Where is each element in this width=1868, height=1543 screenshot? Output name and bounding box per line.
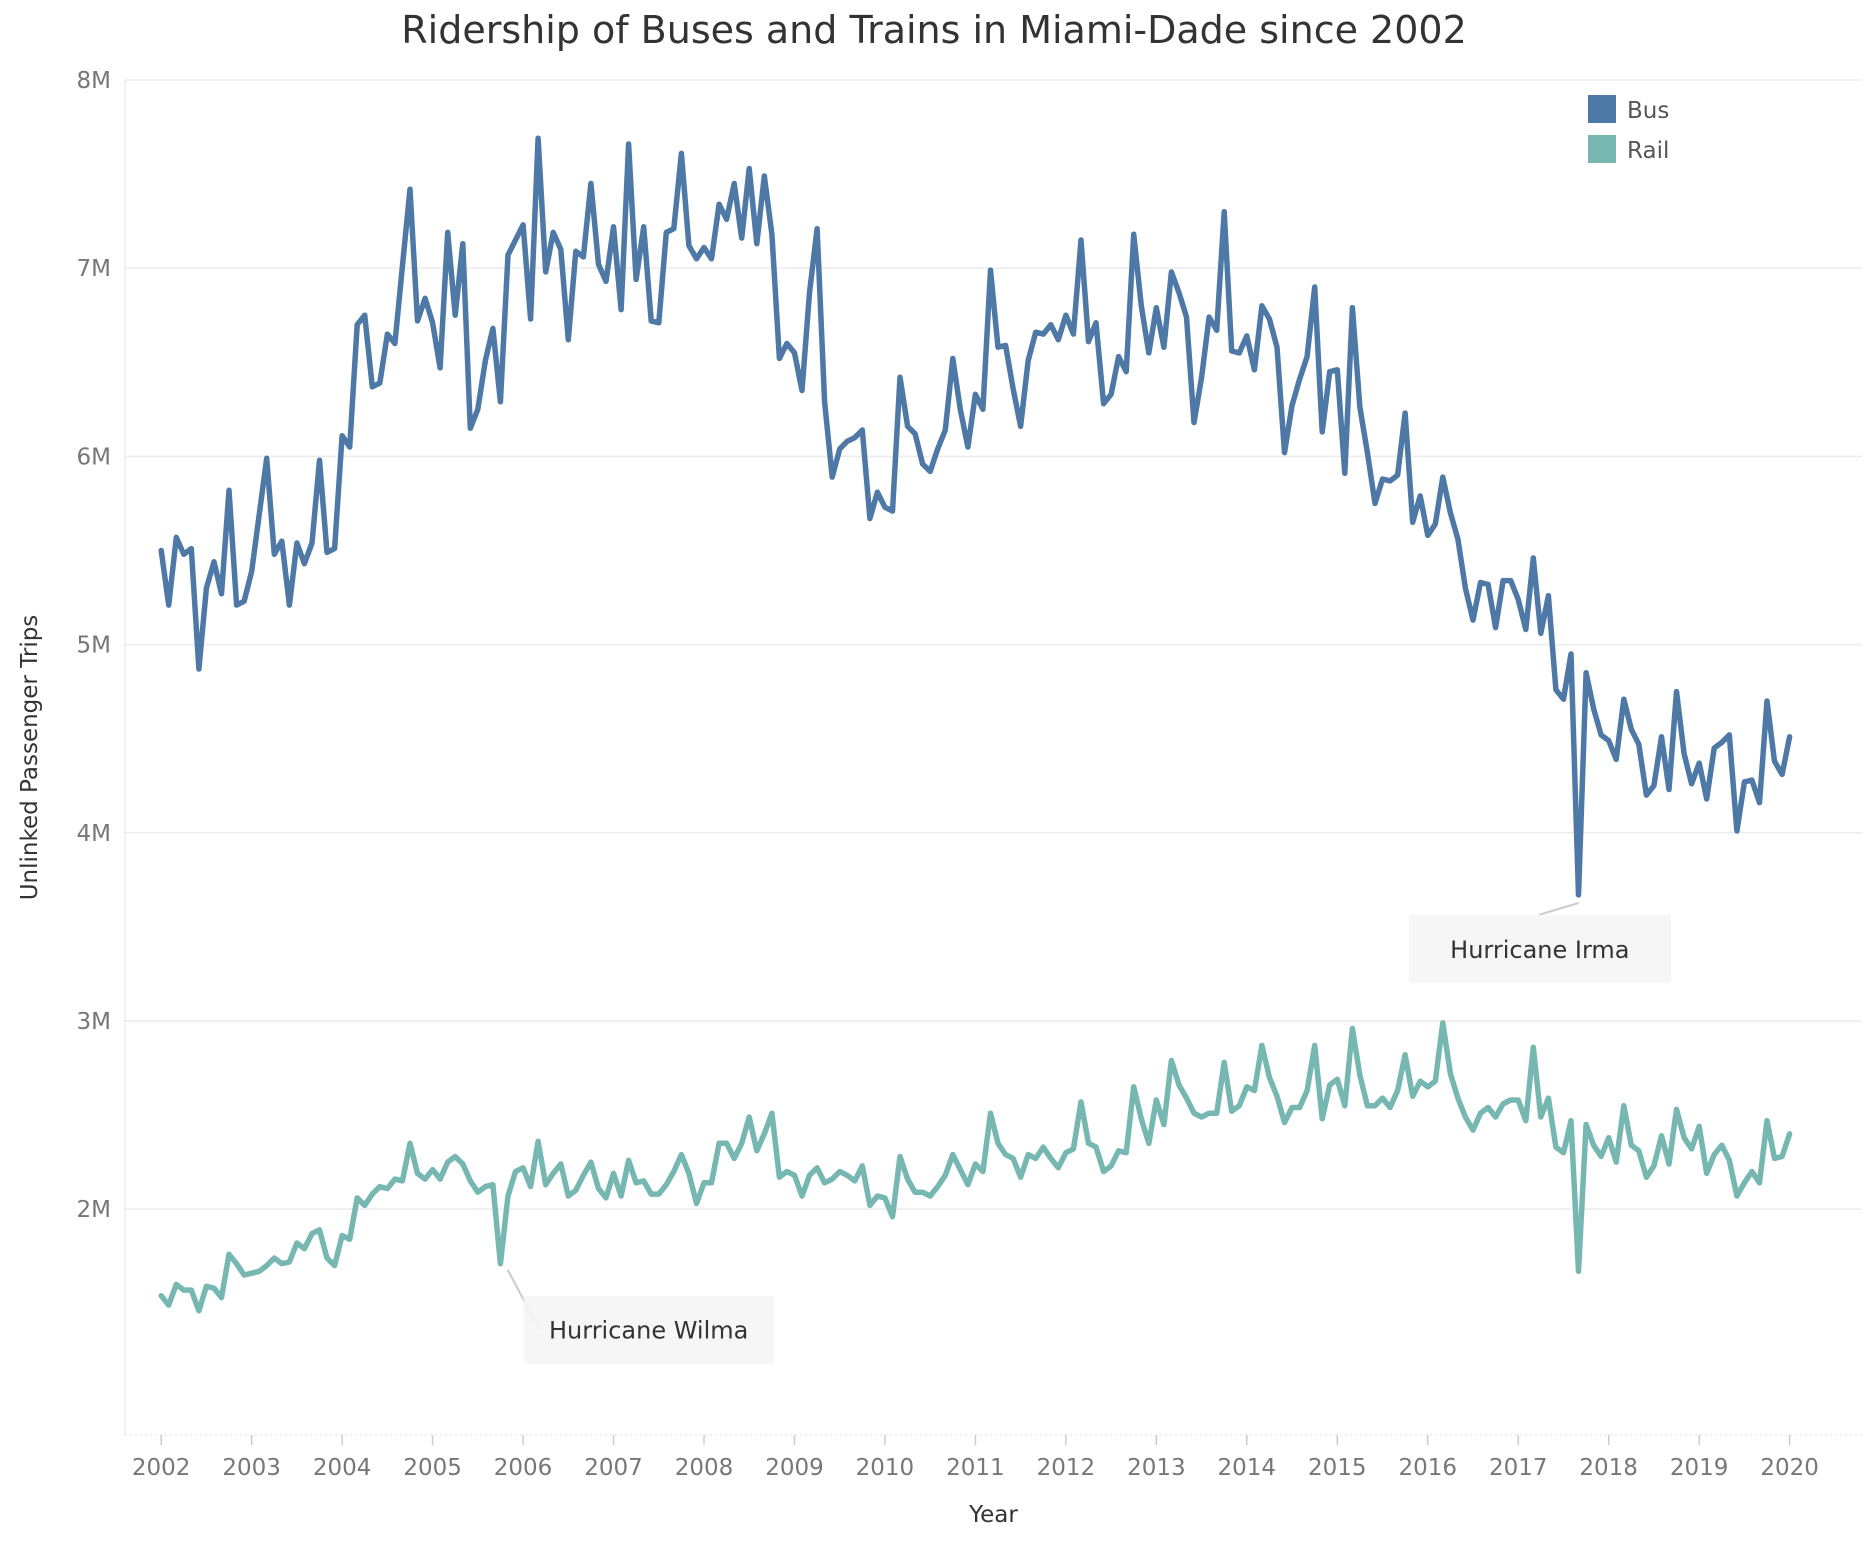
x-tick-label: 2007 — [584, 1455, 643, 1481]
series-line-rail — [158, 1020, 1793, 1314]
x-tick-label: 2015 — [1308, 1455, 1367, 1481]
x-tick-label: 2020 — [1760, 1455, 1819, 1481]
annotation-label: Hurricane Irma — [1450, 936, 1629, 964]
x-tick-label: 2006 — [494, 1455, 553, 1481]
series-lines — [158, 135, 1793, 1314]
annotation-leader-line — [1538, 901, 1580, 916]
x-tick-label: 2005 — [403, 1455, 462, 1481]
x-tick-label: 2009 — [765, 1455, 824, 1481]
x-tick-label: 2003 — [222, 1455, 281, 1481]
x-tick-label: 2004 — [313, 1455, 372, 1481]
y-tick-label: 2M — [77, 1197, 111, 1223]
chart-title: Ridership of Buses and Trains in Miami-D… — [401, 8, 1467, 52]
x-tick-label: 2018 — [1579, 1455, 1638, 1481]
x-tick-label: 2008 — [675, 1455, 734, 1481]
annotation-label: Hurricane Wilma — [549, 1317, 748, 1345]
x-tick-label: 2011 — [946, 1455, 1005, 1481]
x-axis-title: Year — [968, 1502, 1018, 1528]
legend: Bus Rail — [1588, 95, 1669, 164]
series-line-bus — [158, 135, 1793, 898]
y-tick-label: 8M — [77, 68, 111, 94]
annotation-box — [523, 1295, 774, 1364]
legend-label-bus: Bus — [1627, 98, 1669, 124]
y-tick-label: 7M — [77, 256, 111, 282]
x-tick-label: 2012 — [1037, 1455, 1096, 1481]
x-tick-label: 2010 — [856, 1455, 915, 1481]
y-tick-label: 4M — [77, 821, 111, 847]
x-tick-label: 2019 — [1670, 1455, 1729, 1481]
y-tick-label: 3M — [77, 1009, 111, 1035]
x-tick-label: 2014 — [1218, 1455, 1277, 1481]
x-tick-label: 2013 — [1127, 1455, 1186, 1481]
y-axis-title: Unlinked Passenger Trips — [17, 615, 43, 901]
legend-swatch-rail — [1588, 135, 1616, 163]
x-tick-label: 2016 — [1398, 1455, 1457, 1481]
x-tick-label: 2017 — [1489, 1455, 1548, 1481]
legend-label-rail: Rail — [1627, 138, 1669, 164]
gridlines — [125, 79, 1862, 1210]
annotations: Hurricane Wilma Hurricane Irma — [506, 901, 1671, 1364]
x-tick-label: 2002 — [132, 1455, 191, 1481]
y-tick-label: 6M — [77, 444, 111, 470]
axes: 2M 3M 4M 5M 6M 7M 8M 2002 2003 2004 2005 2006 2007 20… — [77, 68, 1862, 1481]
annotation-box — [1408, 914, 1671, 983]
y-tick-label: 5M — [77, 633, 111, 659]
legend-swatch-bus — [1588, 95, 1616, 123]
